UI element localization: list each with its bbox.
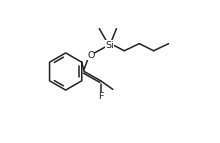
Text: Si: Si (105, 41, 114, 49)
Text: O: O (87, 51, 94, 59)
Text: F: F (98, 92, 103, 101)
